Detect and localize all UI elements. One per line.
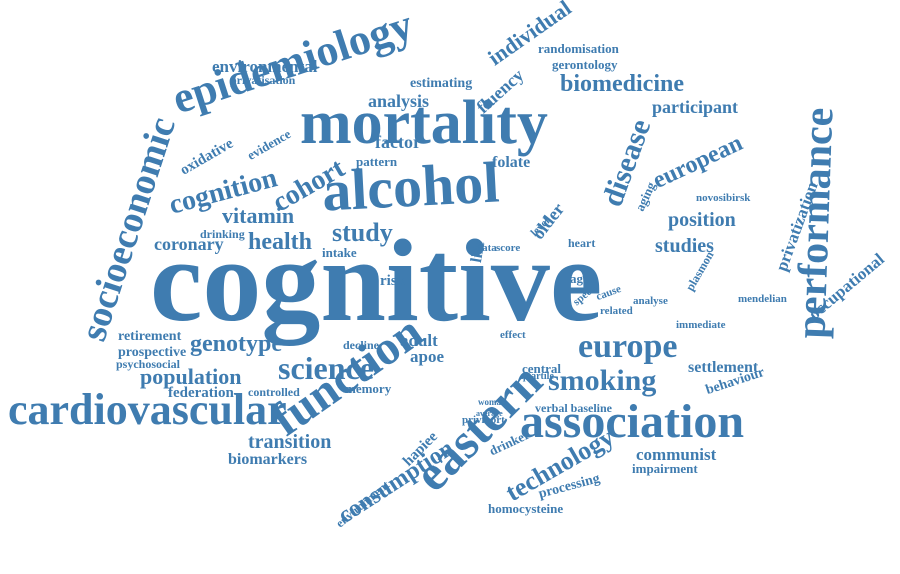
word-analysis: analysis <box>368 91 430 111</box>
word-transition: transition <box>248 431 332 453</box>
word-privmort: privmort <box>462 414 505 426</box>
word-apoe: apoe <box>410 347 444 366</box>
word-memory: memory <box>345 381 392 396</box>
word-pattern: pattern <box>356 154 398 169</box>
word-related: related <box>600 305 633 317</box>
word-folate: folate <box>492 154 531 171</box>
word-oxidative: oxidative <box>177 135 237 179</box>
word-alcohol: alcohol <box>320 149 501 224</box>
word-average: average <box>476 409 503 418</box>
word-immediate: immediate <box>676 319 726 331</box>
word-adult: adult <box>400 331 438 350</box>
word-cardiovascular: cardiovascular <box>8 385 287 434</box>
word-evidence: evidence <box>244 126 294 163</box>
word-science: science <box>278 350 374 386</box>
word-position: position <box>668 209 736 231</box>
word-mortality: mortality <box>300 89 548 157</box>
word-health: health <box>248 229 313 255</box>
word-intake: intake <box>322 245 357 260</box>
word-smoking: smoking <box>548 364 657 397</box>
word-retirement: retirement <box>118 329 182 344</box>
word-privatisation: privatisation <box>230 73 296 87</box>
word-environmental: environmental <box>212 57 318 76</box>
word-aging: aging <box>631 179 659 214</box>
word-vitamin: vitamin <box>222 203 295 228</box>
word-drinking: drinking <box>200 227 245 241</box>
word-estimating: estimating <box>410 76 473 91</box>
word-central: central <box>522 361 561 376</box>
word-prospective: prospective <box>118 345 187 360</box>
word-verbal-baseline: verbal baseline <box>535 401 612 415</box>
word-aged: aged <box>570 271 596 286</box>
word-quartile: quartile <box>520 371 554 382</box>
word-data: data <box>476 242 497 254</box>
word-mendelian: mendelian <box>738 293 787 305</box>
word-novosibirsk: novosibirsk <box>696 192 751 204</box>
word-effect: effect <box>500 329 526 341</box>
word-federation: federation <box>168 385 234 401</box>
word-study: study <box>332 218 393 247</box>
word-population: population <box>140 364 242 389</box>
word-factor: factor <box>375 132 421 152</box>
word-biomarkers: biomarkers <box>228 451 308 468</box>
word-genotype: genotype <box>190 331 282 357</box>
word-psychosocial: psychosocial <box>116 357 181 371</box>
word-analyse: analyse <box>633 295 668 307</box>
word-settlement: settlement <box>688 359 759 376</box>
word-association: association <box>520 395 745 448</box>
word-controlled: controlled <box>248 385 300 399</box>
word-biomedicine: biomedicine <box>560 71 684 97</box>
word-coronary: coronary <box>154 234 224 254</box>
word-gerontology: gerontology <box>552 57 618 72</box>
word-heart: heart <box>568 236 596 250</box>
word-europe: europe <box>578 328 678 365</box>
word-risk: risk <box>380 273 406 289</box>
word-score: score <box>496 242 521 254</box>
word-randomisation: randomisation <box>538 41 619 56</box>
word-cognitive: cognitive <box>150 215 603 346</box>
word-decline: decline <box>343 338 379 352</box>
word-studies: studies <box>655 235 714 257</box>
word-impairment: impairment <box>632 461 698 476</box>
word-homocysteine: homocysteine <box>488 501 564 516</box>
word-european: european <box>648 130 747 194</box>
word-participant: participant <box>652 97 739 117</box>
word-communist: communist <box>636 445 717 464</box>
word-woman: woman <box>478 397 507 407</box>
